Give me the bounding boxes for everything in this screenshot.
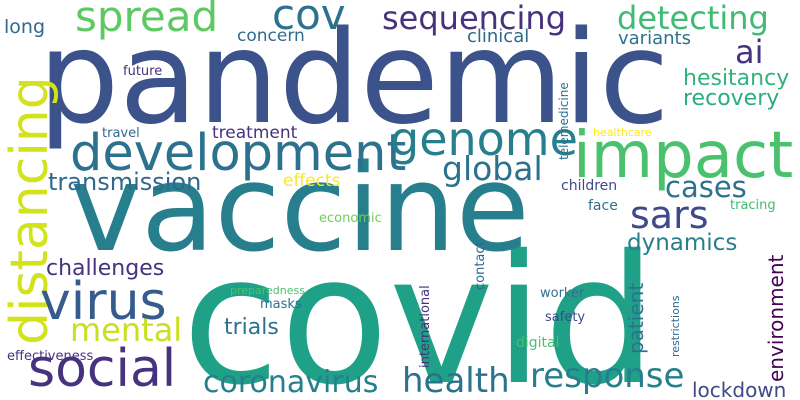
word-healthcare: healthcare bbox=[593, 126, 652, 139]
word-face: face bbox=[588, 198, 618, 214]
word-dynamics: dynamics bbox=[627, 230, 738, 256]
word-variants: variants bbox=[618, 28, 691, 49]
word-tracing: tracing bbox=[730, 198, 776, 213]
word-sars: sars bbox=[630, 193, 709, 237]
word-concern: concern bbox=[237, 26, 305, 46]
word-trials: trials bbox=[224, 315, 279, 340]
word-travel: travel bbox=[102, 126, 140, 141]
word-environment: environment bbox=[764, 254, 788, 382]
word-detecting: detecting bbox=[617, 0, 769, 37]
word-digital: digital bbox=[516, 335, 560, 351]
word-challenges: challenges bbox=[46, 256, 165, 281]
word-social: social bbox=[28, 339, 177, 399]
word-international: international bbox=[418, 285, 433, 368]
word-future: future bbox=[123, 64, 163, 79]
word-restrictions: restrictions bbox=[669, 295, 682, 357]
word-clinical: clinical bbox=[467, 26, 530, 47]
word-ai: ai bbox=[735, 33, 764, 71]
word-sequencing: sequencing bbox=[382, 0, 566, 37]
word-masks: masks bbox=[260, 297, 302, 312]
word-safety: safety bbox=[545, 310, 586, 325]
word-health: health bbox=[402, 361, 510, 400]
word-cov: cov bbox=[272, 0, 346, 39]
word-response: response bbox=[530, 356, 685, 396]
word-covid: covid bbox=[182, 217, 657, 400]
word-development: development bbox=[70, 124, 407, 183]
word-effectiveness: effectiveness bbox=[7, 349, 94, 364]
word-genome: genome bbox=[390, 112, 578, 166]
word-contact: contact bbox=[473, 241, 488, 290]
word-cases: cases bbox=[665, 170, 747, 204]
word-lockdown: lockdown bbox=[692, 378, 787, 400]
word-telemedicine: telemedicine bbox=[557, 82, 571, 160]
word-effects: effects bbox=[283, 171, 341, 191]
word-patient: patient bbox=[624, 282, 648, 354]
word-transmission: transmission bbox=[48, 168, 202, 196]
word-vaccine: vaccine bbox=[70, 140, 530, 279]
word-treatment: treatment bbox=[212, 123, 298, 143]
word-long: long bbox=[4, 16, 46, 38]
word-coronavirus: coronavirus bbox=[203, 365, 379, 400]
word-pandemic: pandemic bbox=[38, 4, 670, 153]
word-virus: virus bbox=[40, 272, 167, 332]
word-spread: spread bbox=[75, 0, 219, 41]
word-global: global bbox=[442, 149, 543, 188]
word-worker: worker bbox=[540, 286, 585, 301]
word-economic: economic bbox=[319, 211, 382, 226]
word-children: children bbox=[561, 178, 618, 194]
word-impact: impact bbox=[573, 119, 794, 193]
word-hesitancy: hesitancy bbox=[683, 66, 790, 91]
word-mental: mental bbox=[70, 311, 183, 349]
word-preparedness: preparedness bbox=[230, 284, 305, 297]
word-recovery: recovery bbox=[683, 86, 780, 111]
